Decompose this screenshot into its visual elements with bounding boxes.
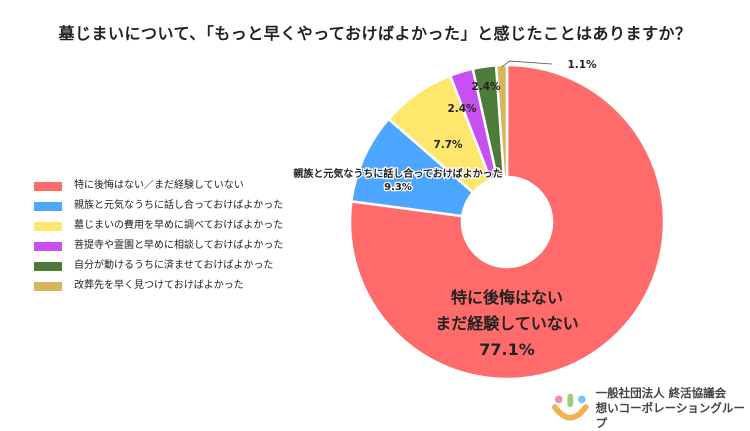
- legend-label: 親族と元気なうちに話し合っておけばよかった: [74, 200, 284, 211]
- slice-label: 7.7%: [433, 139, 463, 151]
- chart-title: 墓じまいについて、「もっと早くやっておけばよかった」と感じたことはありますか？: [58, 24, 692, 43]
- legend-label: 改葬先を早く見つけておけばよかった: [74, 280, 244, 291]
- legend-swatch: [34, 201, 62, 211]
- slice-label: 1.1%: [567, 59, 597, 71]
- legend-swatch: [34, 221, 62, 231]
- logo-icon: [551, 393, 589, 421]
- slice-label: 特に後悔はない: [451, 288, 563, 307]
- logo: 一般社団法人 終活協議会 想いコーポレーショングループ: [551, 386, 750, 431]
- slice-label: 2.4%: [447, 103, 477, 115]
- legend-swatch: [34, 181, 62, 191]
- legend-label: 特に後悔はない／まだ経験していない: [74, 180, 244, 191]
- legend-swatch: [34, 241, 62, 251]
- slice-label: 9.3%: [384, 182, 412, 193]
- slice-label: 77.1%: [479, 340, 535, 359]
- legend-item: 親族と元気なうちに話し合っておけばよかった: [34, 196, 283, 216]
- pie-slice: [348, 63, 666, 381]
- legend-item: 特に後悔はない／まだ経験していない: [34, 176, 283, 196]
- legend-item: 自分が動けるうちに済ませておけばよかった: [34, 256, 283, 276]
- legend-item: 改葬先を早く見つけておけばよかった: [34, 276, 283, 296]
- slice-label: 2.4%: [471, 81, 501, 93]
- legend: 特に後悔はない／まだ経験していない親族と元気なうちに話し合っておけばよかった 墓じ…: [34, 176, 283, 296]
- legend-label: 墓じまいの費用を早めに調べておけばよかった: [74, 220, 284, 231]
- legend-item: 菩提寺や霊園と早めに相談しておけばよかった: [34, 236, 283, 256]
- legend-swatch: [34, 261, 62, 271]
- pie-slice: [494, 63, 509, 179]
- legend-label: 自分が動けるうちに済ませておけばよかった: [74, 260, 274, 271]
- legend-item: 墓じまいの費用を早めに調べておけばよかった: [34, 216, 283, 236]
- leader-line: [501, 60, 553, 68]
- logo-line-2: 想いコーポレーショングループ: [595, 401, 745, 430]
- slice-label: まだ経験していない: [435, 314, 579, 333]
- logo-line-1: 一般社団法人 終活協議会: [595, 386, 727, 400]
- slice-label: 親族と元気なうちに話し合っておけばよかった: [293, 167, 502, 180]
- legend-swatch: [34, 281, 62, 291]
- legend-label: 菩提寺や霊園と早めに相談しておけばよかった: [74, 240, 284, 251]
